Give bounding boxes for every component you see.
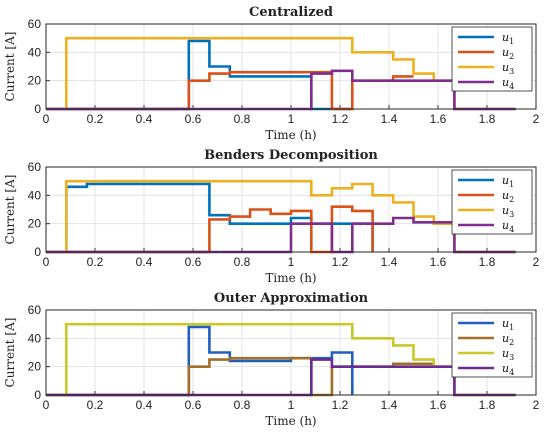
x-tick-label: 2 (533, 398, 540, 412)
x-axis-label: Time (h) (265, 128, 316, 142)
x-tick-label: 0.2 (87, 255, 104, 269)
y-tick-label: 40 (28, 45, 42, 59)
legend-label-u1: u1 (502, 317, 514, 332)
x-tick-label: 0 (43, 398, 50, 412)
axes-box (45, 23, 537, 110)
x-tick-label: 0.6 (185, 398, 202, 412)
panel-title: Outer Approximation (214, 291, 369, 306)
x-tick-label: 1.4 (381, 255, 398, 269)
legend-label-u3: u3 (502, 204, 514, 219)
x-tick-label: 0.6 (185, 255, 202, 269)
y-tick-label: 60 (28, 303, 42, 317)
legend-label-u2: u2 (502, 189, 514, 204)
x-tick-label: 1.8 (479, 255, 496, 269)
axes-box (45, 309, 537, 396)
y-tick-label: 0 (34, 245, 41, 259)
legend-label-u2: u2 (502, 46, 514, 61)
y-tick-label: 0 (34, 102, 41, 116)
x-tick-label: 0.8 (234, 255, 251, 269)
y-tick-label: 60 (28, 160, 42, 174)
axes-box (45, 166, 537, 253)
x-tick-label: 0.8 (234, 398, 251, 412)
x-tick-label: 2 (533, 112, 540, 126)
legend-label-u1: u1 (502, 31, 514, 46)
x-tick-label: 1.6 (430, 398, 447, 412)
x-tick-label: 1.6 (430, 255, 447, 269)
x-tick-label: 0.4 (136, 112, 153, 126)
y-tick-label: 20 (28, 360, 42, 374)
y-tick-label: 20 (28, 74, 42, 88)
x-tick-label: 0.2 (87, 112, 104, 126)
x-tick-label: 2 (533, 255, 540, 269)
legend-label-u4: u4 (502, 219, 514, 234)
panel-3: Outer Approximation 0 0.2 0.4 0.6 0.8 1 1.2 1.4 1… (3, 291, 540, 428)
x-tick-label: 1.2 (332, 112, 349, 126)
x-tick-label: 1.4 (381, 398, 398, 412)
x-tick-label: 0.2 (87, 398, 104, 412)
x-tick-label: 1 (288, 398, 295, 412)
x-tick-label: 1 (288, 255, 295, 269)
series-line-u4 (46, 216, 516, 254)
x-tick-label: 0.4 (136, 255, 153, 269)
x-tick-label: 1.8 (479, 398, 496, 412)
x-tick-label: 0.4 (136, 398, 153, 412)
x-tick-label: 1.6 (430, 112, 447, 126)
x-tick-label: 1 (288, 112, 295, 126)
y-axis-label: Current [A] (3, 318, 17, 388)
y-tick-label: 40 (28, 188, 42, 202)
legend-label-u4: u4 (502, 362, 514, 377)
legend-label-u3: u3 (502, 61, 514, 76)
y-tick-label: 0 (34, 388, 41, 402)
x-tick-label: 0 (43, 255, 50, 269)
x-tick-label: 0.6 (185, 112, 202, 126)
series-line-u4 (46, 69, 516, 111)
series-line-u2 (46, 205, 374, 254)
x-axis-label: Time (h) (265, 271, 316, 285)
legend-label-u3: u3 (502, 347, 514, 362)
x-tick-label: 0.8 (234, 112, 251, 126)
series-line-u4 (46, 358, 516, 397)
y-axis-label: Current [A] (3, 175, 17, 245)
y-axis-label: Current [A] (3, 32, 17, 102)
legend-label-u2: u2 (502, 332, 514, 347)
series-line-u1 (46, 325, 354, 397)
y-tick-label: 60 (28, 17, 42, 31)
panel-title: Centralized (249, 5, 333, 20)
legend-label-u1: u1 (502, 174, 514, 189)
x-tick-label: 0 (43, 112, 50, 126)
y-tick-label: 40 (28, 331, 42, 345)
y-tick-label: 20 (28, 217, 42, 231)
legend-label-u4: u4 (502, 76, 514, 91)
panel-2: Benders Decomposition 0 0.2 0.4 0.6 0.8 1 1.2 1.… (3, 148, 540, 285)
x-axis-label: Time (h) (265, 414, 316, 428)
x-tick-label: 1.2 (332, 255, 349, 269)
x-tick-label: 1.2 (332, 398, 349, 412)
x-tick-label: 1.8 (479, 112, 496, 126)
x-tick-label: 1.4 (381, 112, 398, 126)
panel-title: Benders Decomposition (204, 148, 378, 163)
